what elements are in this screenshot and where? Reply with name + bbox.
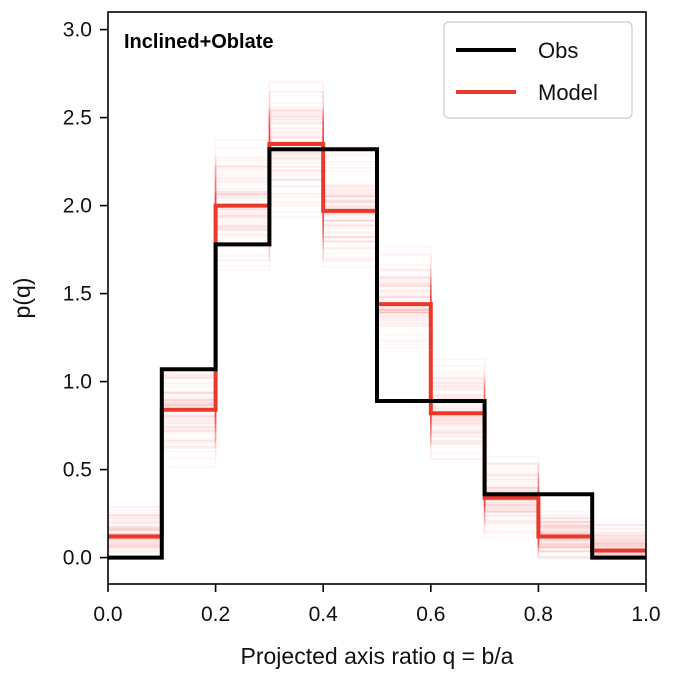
y-tick-label: 0.0 [63,547,92,570]
x-tick-label: 0.6 [416,603,445,626]
y-tick-label: 2.5 [63,107,92,130]
x-axis: 0.0 0.2 0.4 0.6 0.8 1.0 [93,584,661,626]
y-tick-label: 2.0 [63,195,92,218]
legend-label-model: Model [538,80,598,105]
series-layer [108,142,646,560]
x-tick-label: 0.2 [201,603,230,626]
y-axis: 0.0 0.5 1.0 1.5 2.0 2.5 3.0 [63,19,108,570]
chart-annotation: Inclined+Oblate [124,31,273,53]
series-obs-line [108,147,646,560]
x-tick-label: 0.4 [309,603,339,626]
x-tick-label: 0.0 [93,603,122,626]
legend-label-obs: Obs [538,38,578,63]
plot-frame [107,11,647,585]
y-tick-label: 3.0 [63,19,92,42]
y-tick-label: 1.5 [63,283,92,306]
y-axis-label: p(q) [9,278,35,319]
x-axis-label: Projected axis ratio q = b/a [241,643,514,669]
y-tick-label: 1.0 [63,371,92,394]
y-tick-label: 0.5 [63,459,92,482]
legend: Obs Model [443,21,633,119]
x-tick-label: 0.8 [524,603,553,626]
x-tick-label: 1.0 [631,603,660,626]
